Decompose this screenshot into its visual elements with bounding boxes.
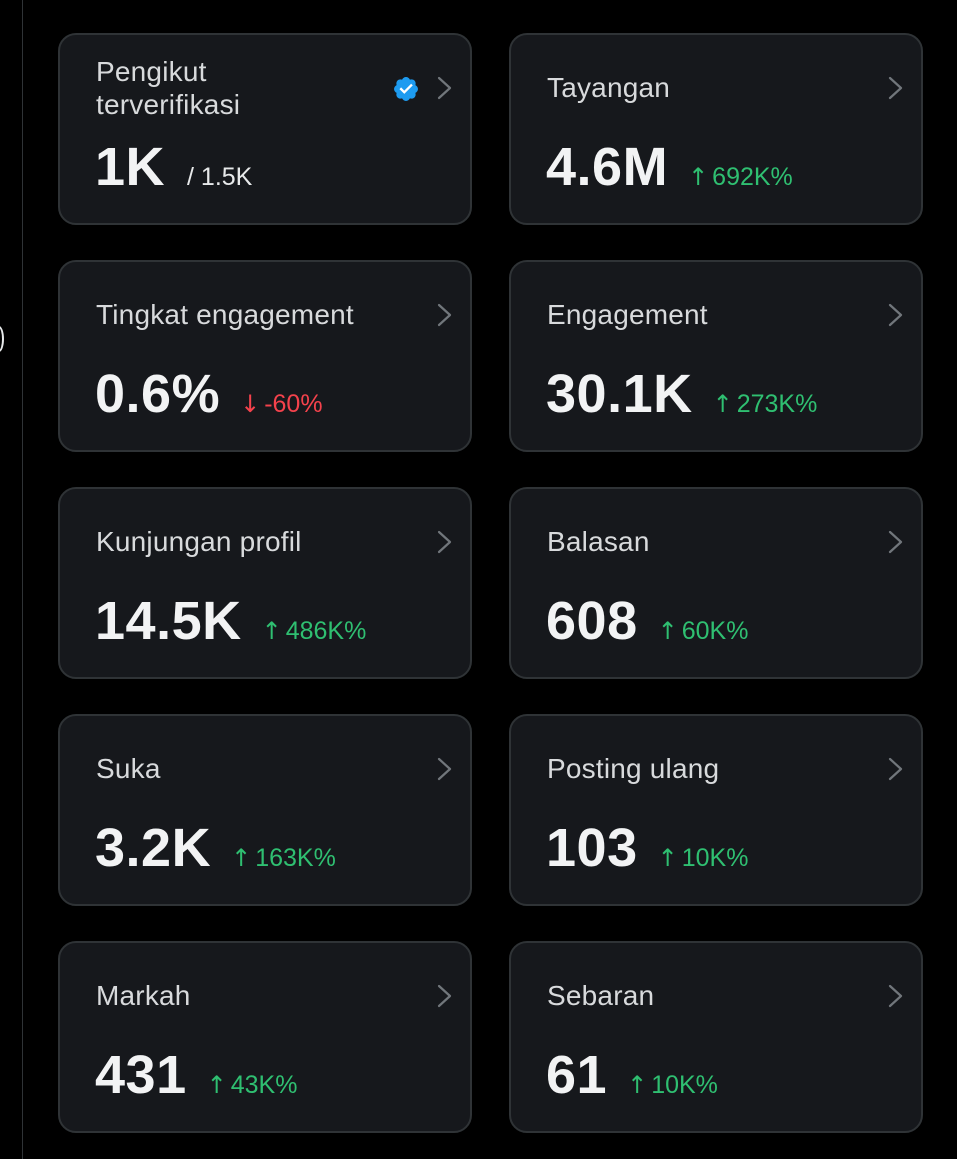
stat-card-bookmarks[interactable]: Markah 431 ↑ 43K% <box>58 941 472 1133</box>
stat-value-row: 4.6M ↑ 692K% <box>546 137 793 197</box>
stat-value: 608 <box>546 591 638 651</box>
stat-value-row: 30.1K ↑ 273K% <box>546 364 817 424</box>
stat-card-title: Sebaran <box>547 980 655 1011</box>
chevron-right-icon[interactable] <box>436 302 454 328</box>
arrow-up-icon: ↑ <box>657 617 678 645</box>
arrow-up-icon: ↑ <box>688 163 709 191</box>
stat-value: 14.5K <box>95 591 242 651</box>
stat-change: ↑ 43K% <box>207 1071 298 1100</box>
arrow-up-icon: ↑ <box>231 844 252 872</box>
stat-change-value: -60% <box>264 390 323 418</box>
arrow-up-icon: ↑ <box>261 617 282 645</box>
stat-card-title: Posting ulang <box>547 753 720 784</box>
stat-change-value: 692K% <box>712 163 793 191</box>
stat-change: ↑ 60K% <box>658 617 749 646</box>
stat-change-value: 10K% <box>681 844 749 872</box>
stat-card-title: Markah <box>96 980 191 1011</box>
stat-card-title: Tingkat engagement <box>96 299 354 330</box>
stat-card-title: Pengikut terverifikasi <box>96 56 241 120</box>
stat-card-title: Balasan <box>547 526 650 557</box>
stat-value-row: 14.5K ↑ 486K% <box>95 591 366 651</box>
stat-value: 103 <box>546 818 638 878</box>
stat-card-verified-followers[interactable]: Pengikut terverifikasi 1K / 1.5K <box>58 33 472 225</box>
stat-card-impressions[interactable]: Tayangan 4.6M ↑ 692K% <box>509 33 923 225</box>
stat-card-title: Kunjungan profil <box>96 526 302 557</box>
chevron-right-icon[interactable] <box>436 529 454 555</box>
stat-card-likes[interactable]: Suka 3.2K ↑ 163K% <box>58 714 472 906</box>
chevron-right-icon[interactable] <box>887 529 905 555</box>
stat-value: 0.6% <box>95 364 221 424</box>
stat-change-value: 60K% <box>681 617 749 645</box>
stat-change-value: 43K% <box>230 1071 298 1099</box>
stat-change: ↑ 163K% <box>231 844 336 873</box>
chevron-right-icon[interactable] <box>436 983 454 1009</box>
stat-value: 1K <box>95 137 166 197</box>
analytics-grid: Pengikut terverifikasi 1K / 1.5K Tayanga… <box>58 33 923 1133</box>
stat-total: / 1.5K <box>187 163 253 191</box>
stat-change-value: 10K% <box>651 1071 718 1099</box>
stat-change: ↓ -60% <box>240 390 322 419</box>
chevron-right-icon[interactable] <box>436 756 454 782</box>
stat-change: ↑ 273K% <box>713 390 818 419</box>
arrow-up-icon: ↑ <box>206 1071 227 1099</box>
stat-value: 4.6M <box>546 137 669 197</box>
stat-change: ↑ 692K% <box>688 163 793 192</box>
stat-change-value: 486K% <box>285 617 367 645</box>
arrow-up-icon: ↑ <box>712 390 733 418</box>
stat-value-row: 608 ↑ 60K% <box>546 591 748 651</box>
clipped-edge-element <box>0 326 4 352</box>
stat-change: ↑ 486K% <box>262 617 367 646</box>
chevron-right-icon[interactable] <box>887 75 905 101</box>
sidebar-divider <box>22 0 23 1159</box>
stat-value-row: 0.6% ↓ -60% <box>95 364 323 424</box>
stat-value-row: 1K / 1.5K <box>95 137 252 197</box>
stat-card-shares[interactable]: Sebaran 61 ↑ 10K% <box>509 941 923 1133</box>
stat-value-row: 61 ↑ 10K% <box>546 1045 718 1105</box>
verified-badge-icon <box>394 77 418 101</box>
stat-value: 61 <box>546 1045 608 1105</box>
stat-card-profile-visits[interactable]: Kunjungan profil 14.5K ↑ 486K% <box>58 487 472 679</box>
stat-value-row: 3.2K ↑ 163K% <box>95 818 336 878</box>
stat-change-value: 273K% <box>736 390 818 418</box>
arrow-down-icon: ↓ <box>240 390 261 418</box>
stat-card-replies[interactable]: Balasan 608 ↑ 60K% <box>509 487 923 679</box>
stat-change: ↑ 10K% <box>627 1071 718 1100</box>
chevron-right-icon[interactable] <box>436 75 454 101</box>
stat-card-engagement[interactable]: Engagement 30.1K ↑ 273K% <box>509 260 923 452</box>
stat-change: ↑ 10K% <box>658 844 749 873</box>
stat-value: 431 <box>95 1045 187 1105</box>
stat-value: 30.1K <box>546 364 693 424</box>
stat-card-title: Tayangan <box>547 72 671 103</box>
stat-value-row: 103 ↑ 10K% <box>546 818 748 878</box>
chevron-right-icon[interactable] <box>887 983 905 1009</box>
stat-card-engagement-rate[interactable]: Tingkat engagement 0.6% ↓ -60% <box>58 260 472 452</box>
arrow-up-icon: ↑ <box>657 844 678 872</box>
chevron-right-icon[interactable] <box>887 302 905 328</box>
stat-card-title: Engagement <box>547 299 708 330</box>
stat-card-reposts[interactable]: Posting ulang 103 ↑ 10K% <box>509 714 923 906</box>
chevron-right-icon[interactable] <box>887 756 905 782</box>
stat-value: 3.2K <box>95 818 212 878</box>
stat-card-title: Suka <box>96 753 161 784</box>
arrow-up-icon: ↑ <box>627 1071 648 1099</box>
stat-change-value: 163K% <box>255 844 336 872</box>
stat-value-row: 431 ↑ 43K% <box>95 1045 297 1105</box>
